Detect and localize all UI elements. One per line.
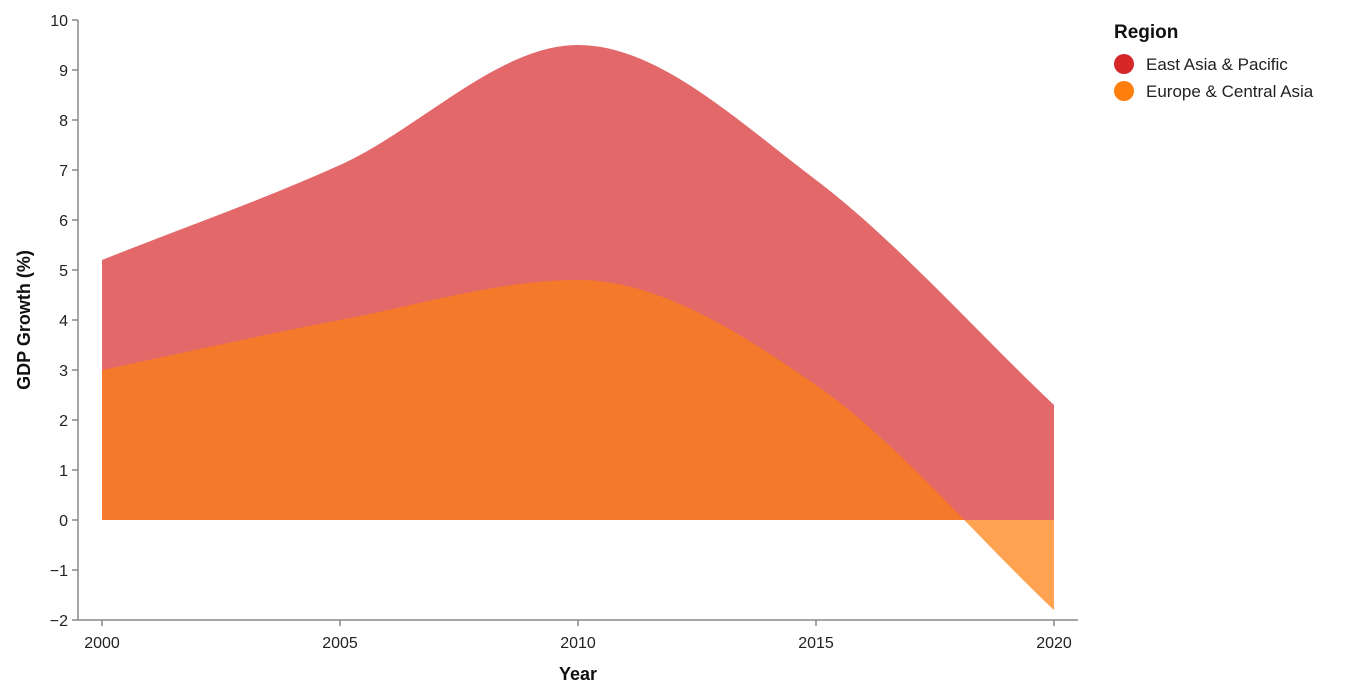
legend-label: Europe & Central Asia: [1146, 82, 1314, 101]
y-tick-label: 4: [59, 313, 68, 330]
area-layer: [102, 45, 1054, 610]
x-axis-title: Year: [559, 664, 597, 684]
x-ticks: 2000 2005 2010 2015 2020: [84, 620, 1072, 652]
y-tick-label: 6: [59, 213, 68, 230]
y-tick-label: 8: [59, 113, 68, 130]
y-tick-label: 10: [50, 13, 68, 30]
legend: Region East Asia & Pacific Europe & Centr…: [1114, 22, 1314, 101]
y-tick-label: 7: [59, 163, 68, 180]
y-tick-label: 3: [59, 363, 68, 380]
y-tick-label: 9: [59, 63, 68, 80]
area-series-2: [102, 280, 1054, 610]
y-ticks: −2 −1 0 1 2 3 4 5 6 7 8 9 10: [50, 13, 78, 630]
x-tick-label: 2015: [798, 635, 834, 652]
legend-swatch: [1114, 81, 1134, 101]
legend-label: East Asia & Pacific: [1146, 55, 1288, 74]
y-tick-label: 1: [59, 463, 68, 480]
x-tick-label: 2010: [560, 635, 596, 652]
y-tick-label: −1: [50, 563, 68, 580]
legend-swatch: [1114, 54, 1134, 74]
y-tick-label: 5: [59, 263, 68, 280]
x-tick-label: 2005: [322, 635, 358, 652]
x-tick-label: 2000: [84, 635, 120, 652]
y-tick-label: 2: [59, 413, 68, 430]
y-axis-title: GDP Growth (%): [14, 250, 34, 390]
axes: −2 −1 0 1 2 3 4 5 6 7 8 9 10 2000 2005 2010 2015 2020 Ye…: [14, 13, 1078, 684]
x-tick-label: 2020: [1036, 635, 1072, 652]
legend-title: Region: [1114, 22, 1178, 43]
y-tick-label: 0: [59, 513, 68, 530]
y-tick-label: −2: [50, 613, 68, 630]
